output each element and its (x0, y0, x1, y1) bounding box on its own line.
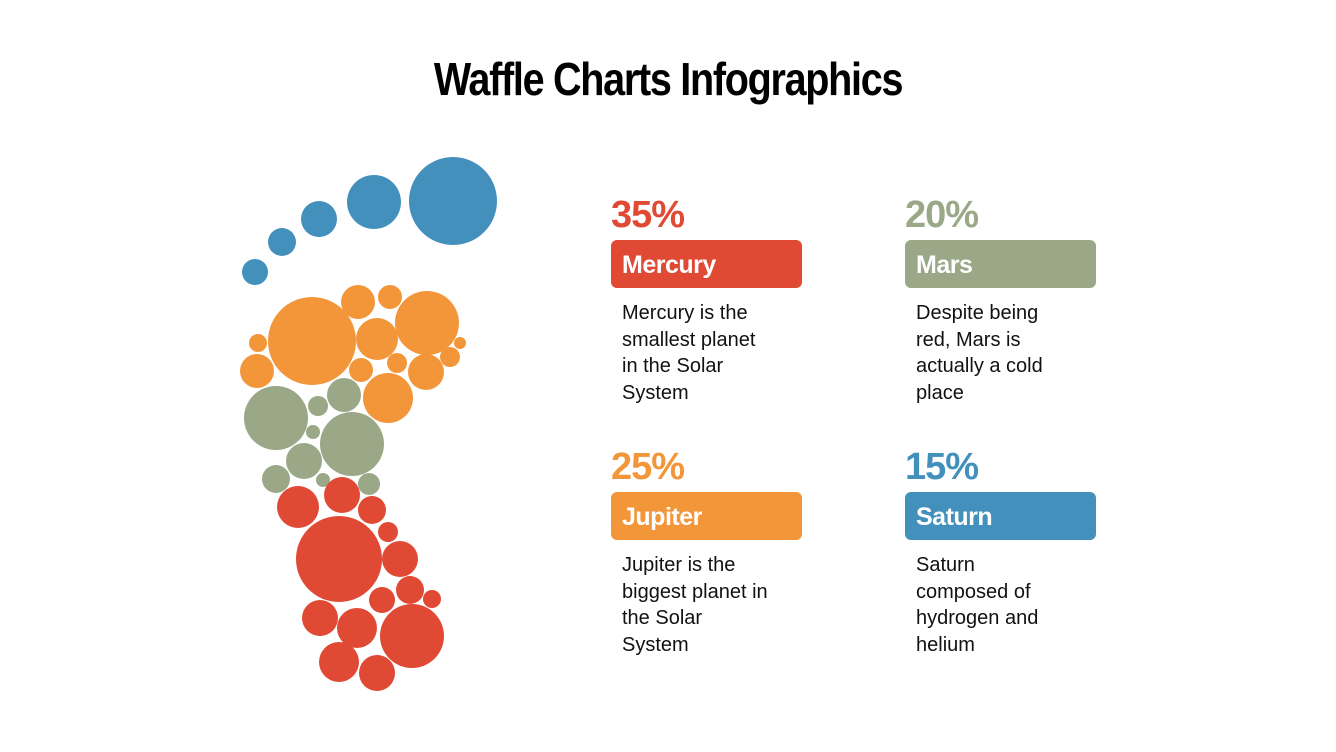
foot-dot (306, 425, 320, 439)
percentage: 20% (905, 194, 979, 236)
foot-dot (249, 334, 267, 352)
foot-dot (337, 608, 377, 648)
description-line: place (916, 381, 964, 404)
foot-dot (380, 604, 444, 668)
foot-dot (327, 378, 361, 412)
foot-dot (268, 297, 356, 385)
foot-dot (359, 655, 395, 691)
description-line: the Solar (622, 607, 703, 629)
description: Jupiter is the biggest planet in the Solar… (611, 552, 811, 658)
description: Despite being red, Mars is actually a cold… (905, 300, 1105, 406)
foot-dot (268, 228, 296, 256)
foot-dot (244, 386, 308, 450)
planet-card: 25% Jupiter Jupiter is the biggest planet i… (611, 444, 811, 658)
description-line: System (622, 381, 689, 404)
description: Mercury is the smallest planet in the Sola… (611, 300, 811, 406)
foot-dot (301, 201, 337, 237)
foot-dot (319, 642, 359, 682)
foot-dot (286, 443, 322, 479)
planet-badge: Jupiter (611, 492, 802, 540)
foot-dot (277, 486, 319, 528)
foot-dot (262, 465, 290, 493)
description: Saturn composed of hydrogen and helium (905, 552, 1105, 658)
description-line: in the Solar (622, 355, 724, 377)
foot-dot (396, 576, 424, 604)
foot-dot (408, 354, 444, 390)
planet-card: 20% Mars Despite being red, Mars is actually… (905, 192, 1105, 406)
planet-badge: Mars (905, 240, 1096, 288)
description-line: helium (916, 633, 975, 656)
planet-badge: Saturn (905, 492, 1096, 540)
percentage: 25% (611, 446, 685, 488)
description-line: Saturn (916, 554, 975, 576)
foot-dot (409, 157, 497, 245)
foot-dot (363, 373, 413, 423)
foot-dot (296, 516, 382, 602)
foot-dot (454, 337, 466, 349)
foot-dot (302, 600, 338, 636)
title: Waffle Charts Infographics (433, 53, 904, 105)
foot-dot (378, 285, 402, 309)
description-line: Jupiter is the (622, 554, 736, 576)
description-line: Despite being (916, 302, 1039, 324)
foot-dot (324, 477, 360, 513)
foot-dot (395, 291, 459, 355)
foot-dot (356, 318, 398, 360)
description-line: red, Mars is (916, 328, 1021, 351)
description-line: smallest planet (622, 328, 756, 351)
foot-dot (320, 412, 384, 476)
foot-dot (308, 396, 328, 416)
planet-card: 15% Saturn Saturn composed of hydrogen and he… (905, 444, 1105, 658)
percentage: 15% (905, 446, 979, 488)
foot-dot (341, 285, 375, 319)
foot-dot (387, 353, 407, 373)
planet-card: 35% Mercury Mercury is the smallest planet i… (611, 192, 811, 406)
percentage: 35% (611, 194, 685, 236)
foot-dot (349, 358, 373, 382)
foot-dot (358, 473, 380, 495)
description-line: Mercury is the (622, 302, 748, 324)
foot-dot (369, 587, 395, 613)
foot-dot (358, 496, 386, 524)
foot-dot (347, 175, 401, 229)
planet-badge: Mercury (611, 240, 802, 288)
description-line: biggest planet in (622, 580, 768, 603)
foot-dot (242, 259, 268, 285)
foot-dot (440, 347, 460, 367)
foot-dot (382, 541, 418, 577)
foot-dot (240, 354, 274, 388)
description-line: hydrogen and (916, 607, 1039, 629)
description-line: actually a cold (916, 355, 1043, 377)
description-line: composed of (916, 580, 1031, 603)
foot-dot (423, 590, 441, 608)
description-line: System (622, 633, 689, 656)
foot-dot (378, 522, 398, 542)
foot-dot (316, 473, 330, 487)
